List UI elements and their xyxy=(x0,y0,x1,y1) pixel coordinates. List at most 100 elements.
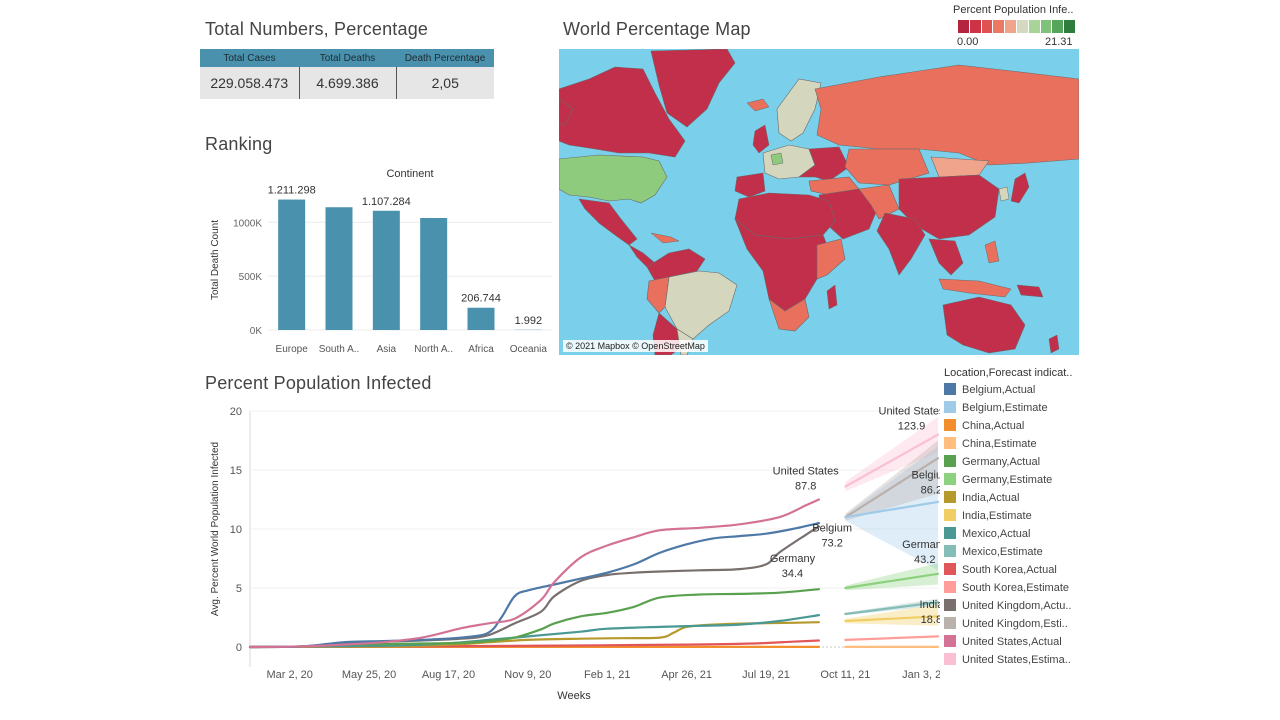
map-country-germany[interactable] xyxy=(770,152,784,166)
world-map[interactable]: © 2021 Mapbox © OpenStreetMap xyxy=(559,49,1079,355)
map-country-korea[interactable] xyxy=(998,186,1010,202)
line-legend-item[interactable]: South Korea,Estimate xyxy=(944,581,1069,597)
line-y-tick-label: 0 xyxy=(236,642,242,654)
series-line-belgium-actual[interactable] xyxy=(248,522,820,649)
legend-label: India,Actual xyxy=(962,492,1020,504)
legend-label: United Kingdom,Actu.. xyxy=(962,600,1072,612)
map-legend-step xyxy=(1052,20,1065,33)
line-legend-item[interactable]: United States,Estima.. xyxy=(944,653,1071,669)
line-annotation-label: India xyxy=(919,599,940,611)
series-line-india-estimate[interactable] xyxy=(844,615,940,623)
legend-swatch xyxy=(944,491,956,503)
map-attribution[interactable]: © 2021 Mapbox © OpenStreetMap xyxy=(563,340,708,352)
map-legend-step xyxy=(958,20,970,33)
map-country-canada[interactable] xyxy=(559,66,686,158)
line-legend-item[interactable]: United States,Actual xyxy=(944,635,1062,651)
map-country-indonesia[interactable] xyxy=(938,278,1012,298)
legend-label: South Korea,Estimate xyxy=(962,582,1070,594)
line-legend-item[interactable]: Germany,Estimate xyxy=(944,473,1052,489)
map-country-japan[interactable] xyxy=(1010,172,1030,204)
line-y-tick-label: 5 xyxy=(236,583,242,595)
line-x-tick-label: Nov 9, 20 xyxy=(504,669,551,681)
line-legend-item[interactable]: India,Estimate xyxy=(944,509,1032,525)
line-legend-item[interactable]: Mexico,Actual xyxy=(944,527,1030,543)
series-line-germany-actual[interactable] xyxy=(248,588,820,649)
line-legend-item[interactable]: China,Estimate xyxy=(944,437,1037,453)
bar-south-a-[interactable] xyxy=(325,207,353,330)
map-country-iceland[interactable] xyxy=(746,98,770,112)
line-annotation-label: Belgium xyxy=(812,522,852,534)
line-legend-item[interactable]: United Kingdom,Esti.. xyxy=(944,617,1068,633)
bar-africa[interactable] xyxy=(467,307,495,330)
series-line-germany-estimate[interactable] xyxy=(844,572,940,590)
map-country-brazil[interactable] xyxy=(664,270,738,340)
line-legend-item[interactable]: Germany,Actual xyxy=(944,455,1040,471)
map-country-southern-africa[interactable] xyxy=(768,298,810,332)
map-country-usa[interactable] xyxy=(559,154,668,204)
map-country-madagascar[interactable] xyxy=(826,284,838,310)
series-line-mexico-estimate[interactable] xyxy=(844,601,940,616)
line-x-tick-label: Mar 2, 20 xyxy=(266,669,312,681)
kpi-total-deaths: 4.699.386 xyxy=(298,67,396,99)
map-country-papua[interactable] xyxy=(1016,284,1044,298)
map-country-southeast-asia[interactable] xyxy=(928,238,964,276)
bar-north-a-[interactable] xyxy=(420,218,448,330)
legend-label: United States,Estima.. xyxy=(962,654,1071,666)
bar-category-label: Africa xyxy=(468,344,494,355)
map-country-scandinavia[interactable] xyxy=(776,78,822,142)
legend-label: Germany,Estimate xyxy=(962,474,1053,486)
legend-label: Mexico,Estimate xyxy=(962,546,1043,558)
series-line-united-states-estimate[interactable] xyxy=(844,433,940,488)
map-country-india[interactable] xyxy=(876,212,926,276)
map-country-central-africa[interactable] xyxy=(734,218,832,312)
map-legend-step xyxy=(981,20,994,33)
map-country-alaska[interactable] xyxy=(559,98,574,126)
map-country-caribbean[interactable] xyxy=(650,232,680,244)
map-country-peru-bolivia[interactable] xyxy=(646,276,670,314)
map-country-east-africa[interactable] xyxy=(816,238,846,280)
legend-swatch xyxy=(944,527,956,539)
bar-y-tick-label: 1000K xyxy=(233,218,262,229)
map-country-russia[interactable] xyxy=(814,64,1079,166)
map-country-iberia[interactable] xyxy=(734,172,766,198)
line-legend-item[interactable]: India,Actual xyxy=(944,491,1019,507)
line-annotation-value: 43.2 xyxy=(914,554,935,566)
line-y-tick-label: 15 xyxy=(230,465,242,477)
map-country-new-zealand[interactable] xyxy=(1048,334,1060,354)
bar-y-tick-label: 0K xyxy=(250,326,263,337)
line-x-tick-label: Jul 19, 21 xyxy=(742,669,790,681)
legend-swatch xyxy=(944,563,956,575)
line-legend-item[interactable]: Mexico,Estimate xyxy=(944,545,1043,561)
map-country-greenland[interactable] xyxy=(650,49,736,128)
map-country-kazakhstan[interactable] xyxy=(844,148,930,186)
series-line-south-korea-estimate[interactable] xyxy=(844,635,940,641)
series-line-united-kingdom-actual[interactable] xyxy=(248,525,820,649)
map-country-eastern-europe[interactable] xyxy=(798,146,850,182)
line-legend-item[interactable]: China,Actual xyxy=(944,419,1024,435)
map-country-australia[interactable] xyxy=(942,296,1026,354)
bar-asia[interactable] xyxy=(372,210,400,330)
map-legend-step xyxy=(1064,20,1076,33)
line-legend-item[interactable]: United Kingdom,Actu.. xyxy=(944,599,1071,615)
map-country-uk[interactable] xyxy=(752,124,770,154)
bar-data-label: 1.992 xyxy=(515,315,543,327)
legend-swatch xyxy=(944,617,956,629)
map-legend-title: Percent Population Infe.. xyxy=(953,4,1074,16)
series-line-united-states-actual[interactable] xyxy=(248,498,820,649)
series-line-belgium-estimate[interactable] xyxy=(844,500,940,519)
legend-swatch xyxy=(944,653,956,665)
line-legend-item[interactable]: Belgium,Estimate xyxy=(944,401,1048,417)
map-country-china[interactable] xyxy=(898,174,1000,240)
line-legend-item[interactable]: Belgium,Actual xyxy=(944,383,1035,399)
line-legend-item[interactable]: South Korea,Actual xyxy=(944,563,1057,579)
series-line-united-kingdom-estimate[interactable] xyxy=(844,457,940,519)
map-country-mexico[interactable] xyxy=(578,198,638,246)
series-line-mexico-actual[interactable] xyxy=(248,614,820,649)
legend-label: China,Estimate xyxy=(962,438,1037,450)
kpi-table: Total Cases Total Deaths Death Percentag… xyxy=(200,49,494,99)
bar-europe[interactable] xyxy=(278,199,306,330)
map-legend-min: 0.00 xyxy=(957,36,979,48)
map-country-philippines[interactable] xyxy=(984,240,1000,264)
legend-swatch xyxy=(944,545,956,557)
line-x-tick-label: Aug 17, 20 xyxy=(422,669,475,681)
